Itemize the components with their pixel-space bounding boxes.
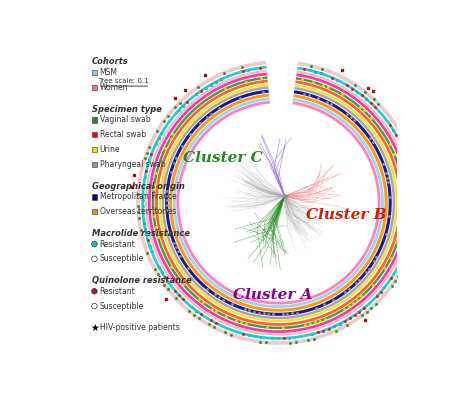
Bar — [91, 162, 97, 167]
Polygon shape — [136, 61, 421, 345]
Text: ★: ★ — [90, 323, 99, 333]
Bar — [91, 70, 97, 75]
Text: Resistant: Resistant — [100, 239, 136, 249]
Polygon shape — [169, 93, 388, 312]
Polygon shape — [173, 97, 384, 308]
Bar — [91, 147, 97, 152]
Text: MSM: MSM — [100, 68, 118, 77]
Polygon shape — [162, 86, 395, 319]
Polygon shape — [155, 80, 402, 326]
Polygon shape — [165, 89, 392, 316]
Text: Geographical origin: Geographical origin — [91, 182, 184, 190]
Bar — [91, 132, 97, 138]
Polygon shape — [152, 77, 405, 329]
Text: Pharyngeal swab: Pharyngeal swab — [100, 160, 165, 169]
Text: HIV-positive patients: HIV-positive patients — [100, 323, 179, 332]
Circle shape — [91, 256, 97, 261]
Text: Specimen type: Specimen type — [91, 105, 162, 113]
Circle shape — [91, 303, 97, 309]
Text: Resistant: Resistant — [100, 287, 136, 296]
Text: Rectal swab: Rectal swab — [100, 130, 146, 139]
Text: Quinolone resistance: Quinolone resistance — [91, 276, 191, 285]
Bar — [91, 85, 97, 90]
Bar — [91, 117, 97, 123]
Text: Cohorts: Cohorts — [91, 57, 128, 67]
Text: Susceptible: Susceptible — [100, 302, 144, 310]
Text: Overseas territories: Overseas territories — [100, 207, 176, 216]
Polygon shape — [159, 84, 398, 322]
Polygon shape — [176, 101, 381, 304]
Text: Metropolitan France: Metropolitan France — [100, 192, 176, 201]
Text: Urine: Urine — [100, 145, 120, 154]
Bar — [91, 209, 97, 215]
Polygon shape — [148, 73, 409, 333]
Circle shape — [91, 288, 97, 294]
Text: Women: Women — [100, 83, 128, 92]
Circle shape — [91, 241, 97, 247]
Text: Macrolide resistance: Macrolide resistance — [91, 229, 190, 238]
Text: Cluster C: Cluster C — [183, 151, 263, 165]
Polygon shape — [145, 70, 411, 336]
Text: Susceptible: Susceptible — [100, 254, 144, 263]
Polygon shape — [141, 66, 416, 340]
Text: Cluster B: Cluster B — [306, 208, 387, 222]
Text: Vaginal swab: Vaginal swab — [100, 115, 150, 124]
Text: Cluster A: Cluster A — [233, 288, 312, 302]
Bar — [91, 194, 97, 200]
Text: Tree scale: 0.1: Tree scale: 0.1 — [98, 78, 148, 84]
